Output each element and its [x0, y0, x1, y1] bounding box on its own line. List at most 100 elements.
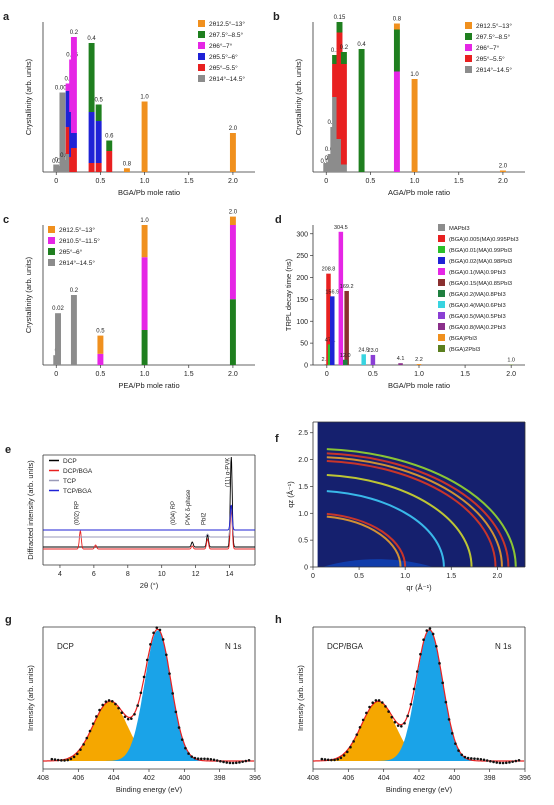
legend-entry: (BGA)0.5(MA)0.5PbI3	[449, 314, 506, 320]
data-point	[450, 732, 454, 735]
bar-segment	[411, 79, 418, 172]
bar-value-label: 2.0	[229, 210, 238, 216]
bar-segment	[332, 64, 339, 97]
data-point	[247, 758, 251, 762]
data-point	[56, 758, 60, 762]
bar-segment	[106, 140, 113, 151]
data-point	[206, 757, 209, 761]
data-point	[377, 699, 381, 702]
data-point	[400, 724, 403, 728]
fit-peak-blue	[313, 630, 525, 761]
x-tick-label: 14	[226, 571, 234, 578]
bar	[344, 290, 349, 365]
legend-swatch	[48, 248, 55, 255]
legend-swatch	[198, 31, 205, 38]
data-point	[492, 760, 495, 764]
data-point	[110, 699, 114, 703]
data-point	[238, 761, 241, 764]
bar-segment	[65, 91, 72, 127]
y-axis-label: Intensity (arb. units)	[296, 665, 305, 731]
bar-segment	[229, 216, 236, 225]
fit-envelope	[313, 629, 525, 762]
y-tick-label: 2.5	[298, 430, 308, 437]
data-point	[330, 758, 333, 762]
legend-entry: DCP/BGA	[63, 468, 93, 475]
bar	[338, 231, 344, 365]
legend-swatch	[438, 268, 445, 275]
bar-value-label: 0.5	[94, 98, 103, 104]
y-tick-label: 300	[296, 231, 308, 238]
data-point	[203, 757, 206, 761]
bar-segment	[141, 101, 148, 172]
x-tick-label: 2.0	[498, 178, 508, 185]
x-tick-label: 1.5	[454, 178, 464, 185]
legend-entry: 2θ14°–14.5°	[209, 75, 245, 83]
bar-segment	[393, 29, 400, 72]
data-point	[415, 670, 419, 673]
bar-segment	[70, 37, 77, 133]
bar-value-label: 0	[325, 156, 329, 162]
data-point	[241, 760, 244, 764]
bar-segment	[88, 112, 95, 163]
data-point	[234, 761, 238, 765]
x-tick-label: 2.0	[506, 371, 516, 378]
bar-value-label: 2.0	[499, 164, 508, 170]
bar-segment	[141, 257, 148, 330]
data-point	[419, 652, 422, 656]
data-point	[82, 743, 85, 746]
legend-entry: DCP	[63, 458, 77, 465]
peak-annotation: PbI2	[202, 512, 208, 525]
legend-swatch	[198, 42, 205, 49]
peak-annotation: (004) RP	[171, 501, 177, 525]
bar	[330, 296, 335, 365]
x-tick-label: 0.5	[96, 371, 106, 378]
data-point	[504, 761, 508, 765]
data-point	[425, 629, 429, 632]
trace-dcp-bga	[43, 508, 255, 550]
bar-value-label: 208.8	[322, 267, 336, 273]
data-point	[339, 756, 343, 760]
data-point	[130, 717, 133, 720]
legend-entry: 2θ12.5°–13°	[209, 20, 245, 28]
legend-entry: 2θ12.5°–13°	[476, 22, 512, 30]
x-tick-label: 1.0	[400, 573, 410, 580]
x-tick-label: 406	[342, 775, 354, 782]
y-tick-label: 100	[296, 319, 308, 326]
data-point	[120, 711, 124, 715]
x-axis-label: 2θ (°)	[140, 581, 159, 590]
data-point	[152, 631, 155, 635]
data-point	[53, 758, 57, 761]
x-tick-label: 408	[37, 775, 49, 782]
x-tick-label: 0.5	[96, 178, 106, 185]
data-point	[323, 758, 327, 761]
legend-swatch	[48, 259, 55, 266]
data-point	[184, 746, 187, 750]
data-point	[219, 759, 222, 763]
bar-segment	[65, 83, 72, 91]
data-point	[190, 755, 194, 758]
data-point	[349, 745, 352, 749]
bar-value-label: 0	[55, 158, 59, 164]
trace-tcp	[43, 506, 255, 538]
x-tick-label: 408	[307, 775, 319, 782]
x-tick-label: 1.5	[184, 178, 194, 185]
x-tick-label: 0.5	[354, 573, 364, 580]
region-label: N 1s	[495, 642, 511, 651]
data-point	[345, 750, 349, 754]
legend-swatch	[48, 226, 55, 233]
data-point	[390, 715, 394, 719]
bar-segment	[65, 127, 72, 154]
data-point	[342, 754, 346, 757]
y-tick-label: 0	[304, 565, 308, 572]
legend-entry: 2θ5.5°–6°	[209, 53, 238, 61]
x-tick-label: 1.0	[410, 178, 420, 185]
panel-d: d TRPL decay time (ns) 0 50 100 150 200 250 300 0…	[275, 214, 525, 390]
x-tick-label: 406	[72, 775, 84, 782]
x-tick-label: 1.0	[414, 371, 424, 378]
bar-value-label: 0.8	[123, 161, 132, 167]
data-point	[142, 675, 146, 679]
data-point	[215, 759, 219, 762]
y-axis-label: Intensity (arb. units)	[26, 665, 35, 731]
data-point	[485, 759, 489, 762]
data-point	[155, 626, 159, 629]
